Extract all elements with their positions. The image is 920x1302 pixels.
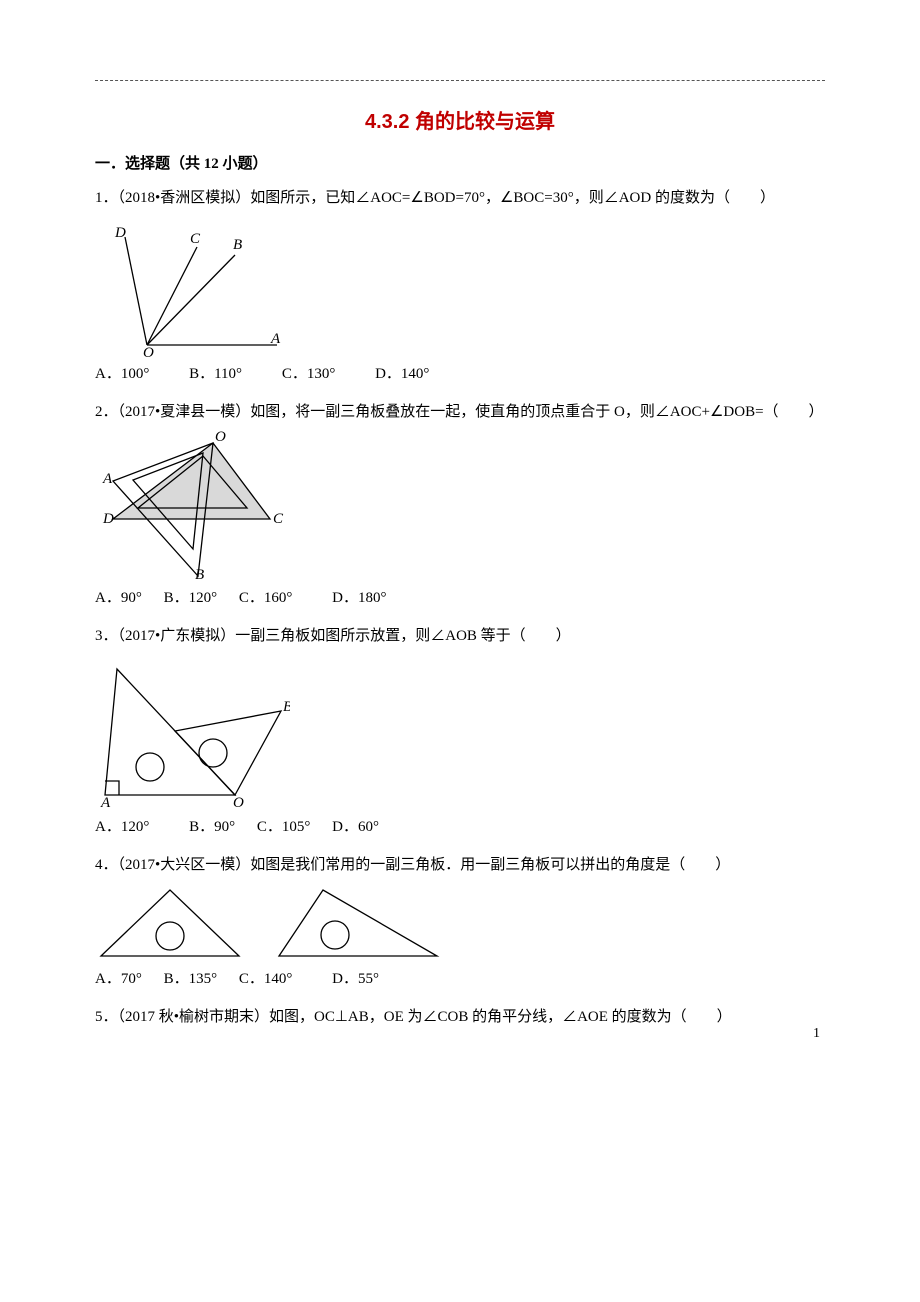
q2-option-c: C．160° (239, 583, 293, 613)
svg-text:B: B (283, 699, 290, 715)
q1-option-b: B．110° (189, 359, 242, 389)
page: 4.3.2 角的比较与运算 一．选择题（共 12 小题） 1．（2018•香洲区… (0, 0, 920, 1062)
question-1-options: A．100° B．110° C．130° D．140° (95, 359, 825, 389)
svg-text:C: C (273, 511, 284, 527)
q2-option-a: A．90° (95, 583, 142, 613)
svg-text:O: O (233, 795, 244, 810)
question-5-text: 5．（2017 秋•榆树市期末）如图，OC⊥AB，OE 为∠COB 的角平分线，… (95, 1002, 825, 1032)
svg-text:A: A (270, 331, 281, 347)
question-4-text: 4．（2017•大兴区一模）如图是我们常用的一副三角板．用一副三角板可以拼出的角… (95, 850, 825, 880)
svg-text:D: D (114, 225, 126, 241)
section-heading: 一．选择题（共 12 小题） (95, 152, 825, 173)
svg-text:B: B (233, 237, 242, 253)
q4-option-b: B．135° (164, 964, 218, 994)
page-title: 4.3.2 角的比较与运算 (95, 105, 825, 134)
svg-text:O: O (215, 431, 226, 445)
q3-option-b: B．90° (189, 812, 235, 842)
top-rule (95, 80, 825, 81)
svg-text:O: O (143, 345, 154, 357)
q3-option-a: A．120° (95, 812, 149, 842)
question-1-figure: A B C D O (95, 217, 825, 357)
q1-option-d: D．140° (375, 359, 429, 389)
question-2-figure: O A D C B (95, 431, 825, 581)
svg-text:A: A (100, 795, 111, 810)
page-number: 1 (813, 1026, 820, 1042)
q1-option-a: A．100° (95, 359, 149, 389)
q3-option-d: D．60° (332, 812, 379, 842)
question-3-options: A．120° B．90° C．105° D．60° (95, 812, 825, 842)
q4-option-d: D．55° (332, 964, 379, 994)
svg-text:C: C (190, 231, 201, 247)
q1-option-c: C．130° (282, 359, 336, 389)
question-2-text: 2．（2017•夏津县一模）如图，将一副三角板叠放在一起，使直角的顶点重合于 O… (95, 397, 825, 427)
question-4-options: A．70° B．135° C．140° D．55° (95, 964, 825, 994)
question-2-options: A．90° B．120° C．160° D．180° (95, 583, 825, 613)
question-1-text: 1．（2018•香洲区模拟）如图所示，已知∠AOC=∠BOD=70°，∠BOC=… (95, 183, 825, 213)
svg-text:D: D (102, 511, 114, 527)
setsquare-3060-icon (273, 884, 443, 962)
svg-text:B: B (195, 567, 204, 581)
q2-option-b: B．120° (164, 583, 218, 613)
q3-option-c: C．105° (257, 812, 311, 842)
question-4-figure (95, 884, 825, 962)
question-3-text: 3．（2017•广东模拟）一副三角板如图所示放置，则∠AOB 等于（ ） (95, 621, 825, 651)
question-3-figure: A O B (95, 655, 825, 810)
svg-text:A: A (102, 471, 113, 487)
q2-option-d: D．180° (332, 583, 386, 613)
setsquare-4590-icon (95, 884, 245, 962)
q4-option-a: A．70° (95, 964, 142, 994)
q4-option-c: C．140° (239, 964, 293, 994)
